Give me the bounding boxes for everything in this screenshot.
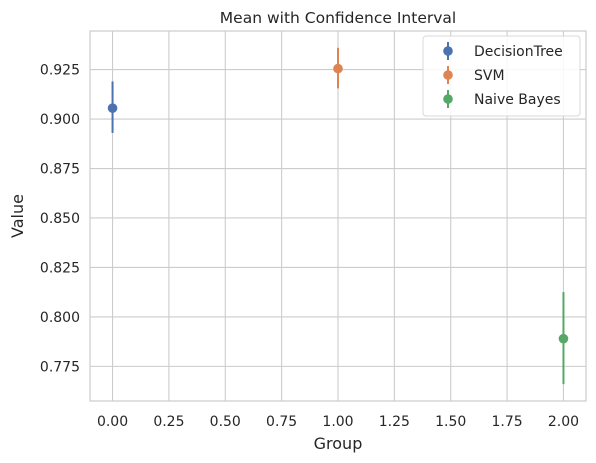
y-tick-label: 0.775 xyxy=(40,359,80,375)
legend-marker xyxy=(443,46,453,56)
y-tick-label: 0.800 xyxy=(40,310,80,326)
y-tick-labels: 0.775 0.800 0.825 0.850 0.875 0.900 0.925 xyxy=(40,63,80,376)
chart-title: Mean with Confidence Interval xyxy=(220,9,456,27)
legend-box xyxy=(422,35,581,117)
x-tick-label: 1.25 xyxy=(379,414,410,430)
data-marks xyxy=(107,47,569,385)
y-tick-label: 0.925 xyxy=(40,63,80,79)
plot-frame xyxy=(89,30,587,402)
legend-marker xyxy=(443,70,453,80)
data-point xyxy=(107,103,118,113)
y-tick-label: 0.850 xyxy=(40,211,80,227)
data-point xyxy=(558,333,569,344)
grid xyxy=(90,31,586,401)
x-tick-label: 0.50 xyxy=(210,414,241,430)
x-tick-labels: 0.00 0.25 0.50 0.75 1.00 1.25 1.50 1.75 2.00 xyxy=(97,414,579,430)
legend-label: SVM xyxy=(474,68,505,84)
y-tick-label: 0.825 xyxy=(40,260,80,276)
y-tick-label: 0.900 xyxy=(40,112,80,128)
x-tick-label: 0.75 xyxy=(266,414,297,430)
y-axis-label: Value xyxy=(8,194,27,238)
legend: DecisionTree SVM Naive Bayes xyxy=(422,35,581,117)
x-tick-label: 0.00 xyxy=(97,414,128,430)
x-tick-label: 1.00 xyxy=(322,414,353,430)
y-tick-label: 0.875 xyxy=(40,162,80,178)
x-tick-label: 1.75 xyxy=(492,414,523,430)
data-point xyxy=(333,63,343,74)
x-tick-label: 1.50 xyxy=(435,414,466,430)
x-tick-label: 0.25 xyxy=(153,414,184,430)
legend-marker xyxy=(443,94,453,104)
legend-label: DecisionTree xyxy=(474,44,563,60)
axes-border xyxy=(89,30,587,402)
x-axis-label: Group xyxy=(314,434,363,453)
legend-label: Naive Bayes xyxy=(474,92,561,108)
x-tick-label: 2.00 xyxy=(548,414,579,430)
